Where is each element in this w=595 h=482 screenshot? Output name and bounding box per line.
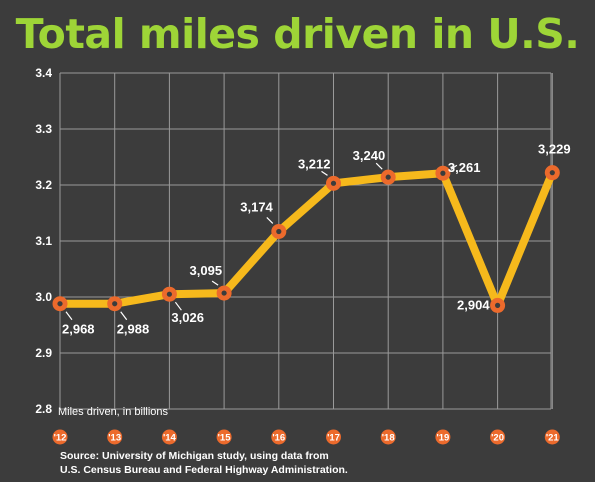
y-tick-label: 3.2 — [35, 178, 52, 192]
data-point-center — [549, 170, 555, 176]
data-point-center — [495, 302, 501, 308]
series-line — [56, 168, 557, 310]
x-tick: '15 — [216, 429, 232, 445]
data-point-center — [330, 180, 337, 186]
data-point-center — [440, 170, 446, 176]
x-tick-badge — [107, 429, 123, 445]
data-label: 3,229 — [538, 142, 571, 157]
data-point-center — [57, 301, 63, 307]
data-label: 3,026 — [171, 310, 204, 325]
data-point — [326, 175, 341, 191]
data-point-center — [385, 174, 391, 180]
x-tick: '14 — [161, 429, 177, 445]
data-label-leader — [174, 301, 182, 311]
source-note: Source: University of Michigan study, us… — [60, 449, 348, 477]
data-label-leader — [211, 280, 219, 286]
x-tick: '19 — [435, 429, 451, 445]
data-label: 3,174 — [240, 199, 273, 214]
data-point — [271, 223, 287, 239]
x-tick-badge — [216, 429, 232, 445]
x-tick-label: '13 — [108, 433, 121, 444]
y-tick-label: 3.3 — [35, 122, 52, 136]
x-tick: '18 — [380, 429, 396, 445]
data-label: 2,968 — [62, 322, 95, 337]
x-tick-label: '16 — [272, 433, 285, 444]
y-tick-label: 3.0 — [35, 290, 52, 304]
data-point — [435, 165, 451, 181]
x-tick-label: '15 — [218, 433, 232, 444]
data-point-center — [112, 301, 118, 307]
x-tick-badge — [435, 429, 451, 445]
grid — [59, 72, 553, 410]
data-label: 3,261 — [448, 160, 481, 175]
data-label-leader — [450, 164, 458, 170]
x-tick: '13 — [107, 429, 123, 445]
data-label: 2,988 — [117, 322, 150, 337]
data-point — [544, 165, 560, 181]
source-line: U.S. Census Bureau and Federal Highway A… — [60, 464, 348, 476]
y-tick-label: 3.4 — [35, 66, 52, 80]
x-tick: '21 — [544, 429, 560, 445]
x-axis-ticks: '12 '13 '14 '15 '16 '17 '18 '19 '20 '21 — [52, 429, 560, 445]
x-tick-label: '14 — [163, 433, 177, 444]
source-line: Source: University of Michigan study, us… — [60, 450, 329, 462]
data-label: 3,240 — [353, 148, 386, 163]
x-tick-label: '21 — [546, 433, 560, 444]
data-label-leader — [375, 162, 383, 170]
x-tick-label: '12 — [54, 433, 67, 444]
data-point — [490, 297, 506, 313]
x-tick-label: '19 — [436, 433, 449, 444]
data-point — [216, 285, 232, 301]
x-tick-label: '18 — [382, 433, 395, 444]
x-tick: '20 — [490, 429, 506, 445]
data-label-leader — [65, 311, 73, 321]
data-label: 2,904 — [457, 297, 490, 312]
data-label-leader — [321, 170, 328, 176]
data-point-center — [221, 290, 227, 296]
y-tick-label: 3.1 — [35, 234, 52, 248]
data-point-center — [276, 228, 282, 235]
data-label: 3,095 — [190, 263, 223, 278]
y-tick-label: 2.8 — [35, 402, 52, 416]
x-tick-badge — [326, 429, 341, 445]
data-markers — [52, 165, 560, 313]
data-label-leader — [120, 311, 128, 321]
data-labels: 2,968 2,988 3,026 3,095 3,174 3,212 3,240 3,261… — [62, 142, 571, 337]
x-tick-badge — [161, 429, 177, 445]
data-point — [52, 296, 68, 312]
data-point-center — [166, 291, 172, 297]
data-label-leader — [266, 217, 274, 224]
y-tick-label: 2.9 — [35, 346, 52, 360]
x-tick-badge — [490, 429, 506, 445]
x-tick-badge — [380, 429, 396, 445]
chart-title: Total miles driven in U.S. — [15, 10, 580, 58]
data-point — [161, 286, 177, 302]
series-line-path — [56, 168, 557, 310]
x-tick-label: '20 — [491, 433, 504, 444]
x-tick-badge — [544, 429, 560, 445]
x-tick-label: '17 — [327, 433, 340, 444]
x-tick: '16 — [271, 429, 287, 445]
data-point — [380, 169, 396, 185]
x-tick-badge — [271, 429, 287, 445]
y-axis-ticks: 2.8 2.9 3.0 3.1 3.2 3.3 3.4 — [35, 66, 52, 416]
y-axis-label: Miles driven, in billions — [58, 406, 169, 418]
x-tick: '17 — [326, 429, 341, 445]
x-tick-badge — [52, 429, 68, 445]
data-label: 3,212 — [298, 156, 331, 171]
x-tick: '12 — [52, 429, 68, 445]
data-point — [107, 296, 123, 312]
